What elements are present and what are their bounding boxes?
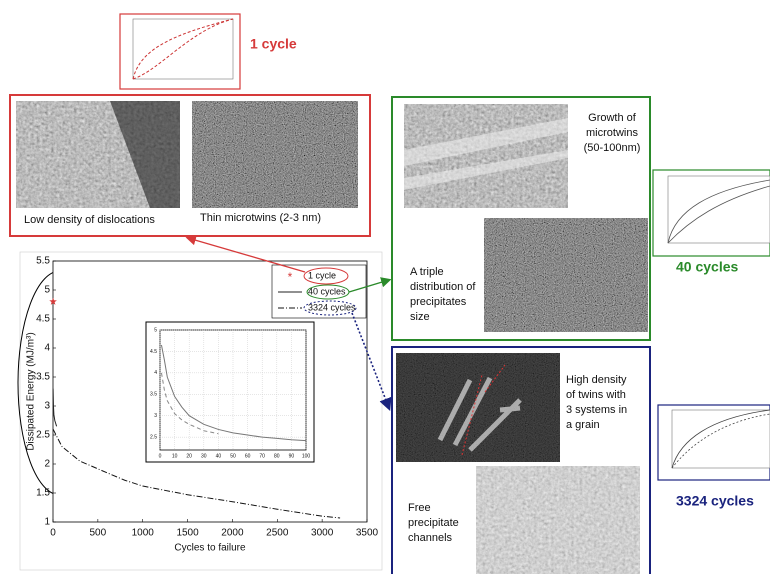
x-tick-label: 50 [230, 453, 236, 459]
micrograph [192, 101, 358, 208]
y-tick-label: 2.5 [36, 430, 50, 441]
x-tick-label: 500 [90, 528, 107, 539]
x-tick-label: 100 [302, 453, 311, 459]
caption: microtwins [586, 127, 638, 139]
legend-label: 40 cycles [308, 286, 346, 296]
y-tick-label: 5.5 [36, 256, 50, 267]
caption: (50-100nm) [584, 142, 641, 154]
y-tick-label: 1 [44, 517, 50, 528]
panel-label: 1 cycle [250, 36, 297, 52]
x-tick-label: 70 [259, 453, 265, 459]
legend-marker: * [288, 270, 293, 284]
x-tick-label: 90 [289, 453, 295, 459]
loop-thumbnail [120, 14, 240, 89]
panel-label: 40 cycles [676, 259, 738, 275]
caption: Growth of [588, 112, 637, 124]
y-tick-label: 4.5 [36, 314, 50, 325]
y-tick-label: 3 [44, 401, 50, 412]
y-tick-label: 4 [44, 343, 50, 354]
caption: distribution of [410, 281, 476, 293]
caption: a grain [566, 419, 600, 431]
legend-label: 3324 cycles [308, 302, 356, 312]
y-tick-label: 3 [154, 413, 157, 419]
x-tick-label: 1000 [132, 528, 155, 539]
x-tick-label: 1500 [176, 528, 199, 539]
micrograph-light [476, 466, 640, 574]
y-tick-label: 3.5 [150, 392, 157, 398]
x-tick-label: 2500 [266, 528, 289, 539]
micrograph-texture [396, 353, 560, 462]
caption: channels [408, 532, 453, 544]
caption: High density [566, 374, 627, 386]
y-tick-label: 5 [44, 285, 50, 296]
x-tick-label: 3000 [311, 528, 334, 539]
caption: size [410, 311, 430, 323]
y-tick-label: 3.5 [36, 372, 50, 383]
y-tick-label: 1.5 [36, 488, 50, 499]
panel-label: 3324 cycles [676, 493, 754, 509]
loop-thumbnail [653, 170, 770, 256]
x-tick-label: 0 [50, 528, 56, 539]
y-tick-label: 2.5 [150, 434, 157, 440]
figure: 1 cycle Low density of dislocations Thin… [0, 0, 770, 574]
y-tick-label: 2 [44, 459, 50, 470]
x-tick-label: 3500 [356, 528, 379, 539]
caption: 3 systems in [566, 404, 627, 416]
x-tick-label: 60 [245, 453, 251, 459]
caption: precipitate [408, 517, 459, 529]
caption: Free [408, 502, 431, 514]
caption: of twins with [566, 389, 626, 401]
loop-thumbnail [658, 405, 770, 480]
x-tick-label: 2000 [221, 528, 244, 539]
caption: A triple [410, 266, 444, 278]
micrograph [484, 218, 648, 332]
x-tick-label: 20 [186, 453, 192, 459]
x-tick-label: 80 [274, 453, 280, 459]
x-tick-label: 0 [159, 453, 162, 459]
y-axis-label: Dissipated Energy (MJ/m³) [26, 332, 37, 450]
y-tick-label: 4 [154, 370, 157, 376]
caption: precipitates [410, 296, 467, 308]
caption: Thin microtwins (2-3 nm) [200, 212, 321, 224]
x-tick-label: 10 [172, 453, 178, 459]
legend-label: 1 cycle [308, 270, 336, 280]
x-tick-label: 40 [216, 453, 222, 459]
x-tick-label: 30 [201, 453, 207, 459]
y-tick-label: 5 [154, 327, 157, 333]
caption: Low density of dislocations [24, 214, 155, 226]
x-axis-label: Cycles to failure [174, 543, 246, 554]
y-tick-label: 4.5 [150, 349, 157, 355]
